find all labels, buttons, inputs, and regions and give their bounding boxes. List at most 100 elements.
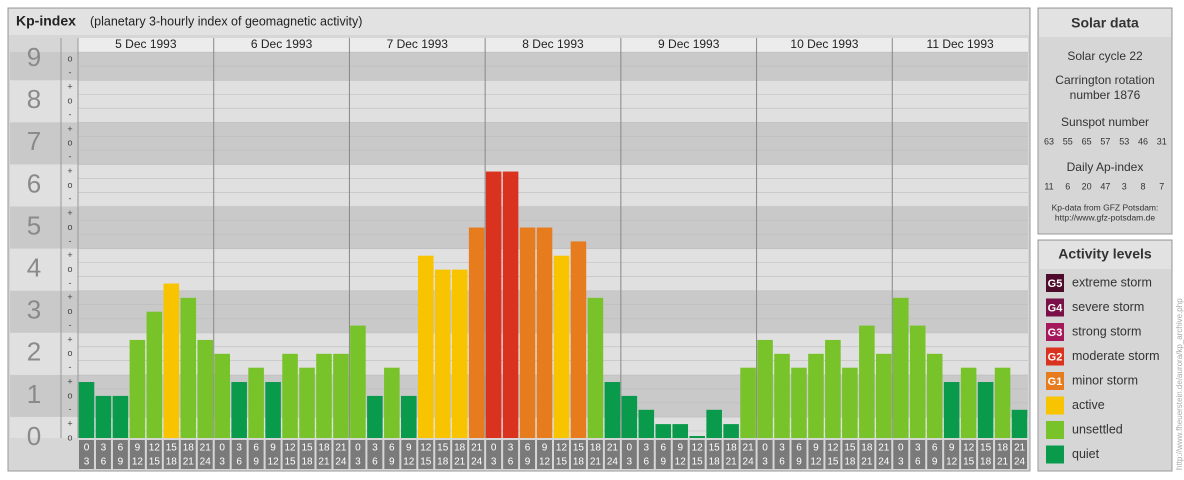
hour-label: 12 xyxy=(827,443,839,454)
solar-header xyxy=(1039,9,1171,37)
legend-badge: G3 xyxy=(1048,327,1063,339)
bar xyxy=(468,227,485,438)
hour-label: 9 xyxy=(389,457,395,468)
hour-label: 24 xyxy=(607,457,619,468)
hour-label: 0 xyxy=(355,443,361,454)
bar xyxy=(231,382,247,438)
y-tick-label: 1 xyxy=(27,379,41,409)
hour-label: 12 xyxy=(556,443,568,454)
minor-tick-label: + xyxy=(67,166,72,176)
kp-band xyxy=(10,164,1028,207)
bar xyxy=(384,367,400,438)
ap-value: 20 xyxy=(1082,181,1092,191)
minor-tick-label: - xyxy=(69,362,72,372)
hour-label: 21 xyxy=(997,457,1009,468)
hour-label: 12 xyxy=(963,443,975,454)
bar xyxy=(197,339,214,438)
hour-label: 3 xyxy=(898,457,904,468)
hour-label: 3 xyxy=(355,457,361,468)
minor-tick-label: o xyxy=(67,264,72,274)
legend-label: unsettled xyxy=(1072,422,1123,436)
hour-box xyxy=(79,440,94,469)
hour-label: 21 xyxy=(335,443,347,454)
hour-label: 21 xyxy=(878,443,890,454)
hour-label: 9 xyxy=(542,443,548,454)
sunspot-value: 55 xyxy=(1063,136,1073,146)
hour-label: 12 xyxy=(420,443,432,454)
hour-label: 15 xyxy=(963,457,975,468)
hour-label: 6 xyxy=(779,457,785,468)
minor-tick-label: - xyxy=(69,320,72,330)
bar xyxy=(367,395,383,438)
bar xyxy=(146,311,163,438)
hour-label: 15 xyxy=(844,443,856,454)
hour-label: 6 xyxy=(915,457,921,468)
hour-box xyxy=(842,440,858,469)
hour-label: 15 xyxy=(692,457,704,468)
hour-label: 21 xyxy=(743,443,755,454)
hour-label: 9 xyxy=(135,443,141,454)
hour-label: 12 xyxy=(946,457,958,468)
bar xyxy=(791,367,807,438)
legend-label: moderate storm xyxy=(1072,349,1160,363)
y-tick-label: 4 xyxy=(27,252,41,282)
hour-box xyxy=(706,440,722,469)
minor-tick-label: + xyxy=(67,292,72,302)
hour-label: 3 xyxy=(508,443,514,454)
hour-label: 9 xyxy=(270,443,276,454)
hour-box xyxy=(672,440,688,469)
hour-box xyxy=(876,440,892,469)
minor-tick-label: o xyxy=(67,348,72,358)
sunspot-value: 63 xyxy=(1044,136,1054,146)
bar xyxy=(757,339,773,438)
hour-box xyxy=(655,440,671,469)
bar xyxy=(350,325,366,438)
hour-label: 9 xyxy=(406,443,412,454)
minor-tick-label: - xyxy=(69,278,72,288)
solar-panel xyxy=(1037,7,1173,235)
chart-title: Kp-index xyxy=(16,13,76,29)
hour-label: 15 xyxy=(573,443,585,454)
hour-label: 12 xyxy=(132,457,144,468)
date-label: 10 Dec 1993 xyxy=(790,37,858,51)
bar xyxy=(926,353,943,438)
hour-label: 12 xyxy=(149,443,161,454)
hour-label: 12 xyxy=(403,457,415,468)
hour-label: 18 xyxy=(454,443,466,454)
hour-box xyxy=(621,440,637,469)
legend-badge: G5 xyxy=(1048,278,1063,290)
hour-label: 6 xyxy=(660,443,666,454)
hour-label: 18 xyxy=(980,457,992,468)
hour-label: 18 xyxy=(709,457,721,468)
hour-box xyxy=(554,440,569,469)
hour-label: 0 xyxy=(627,443,633,454)
hour-label: 18 xyxy=(844,457,856,468)
hour-box xyxy=(978,440,994,469)
hour-label: 15 xyxy=(149,457,161,468)
legend-swatch xyxy=(1046,298,1064,317)
hour-box xyxy=(723,440,739,469)
hour-box xyxy=(214,440,230,469)
y-tick-label: 2 xyxy=(27,337,41,367)
legend-swatch xyxy=(1046,274,1064,292)
hour-label: 15 xyxy=(166,443,178,454)
hour-label: 6 xyxy=(236,457,242,468)
hour-label: 24 xyxy=(743,457,755,468)
hour-box xyxy=(95,440,111,469)
bar xyxy=(859,325,875,438)
bar xyxy=(723,424,739,438)
bar xyxy=(248,367,264,438)
hour-label: 9 xyxy=(118,457,124,468)
hour-box xyxy=(859,440,875,469)
hour-box xyxy=(401,440,417,469)
bar xyxy=(570,241,587,438)
hour-box xyxy=(299,440,315,469)
y-tick-label: 6 xyxy=(27,168,41,198)
hour-label: 3 xyxy=(372,443,378,454)
legend-badge: G1 xyxy=(1048,376,1063,388)
hour-box xyxy=(129,440,145,469)
hour-box xyxy=(570,440,586,469)
hour-label: 21 xyxy=(454,457,466,468)
hour-box xyxy=(333,440,349,469)
hour-label: 3 xyxy=(627,457,633,468)
